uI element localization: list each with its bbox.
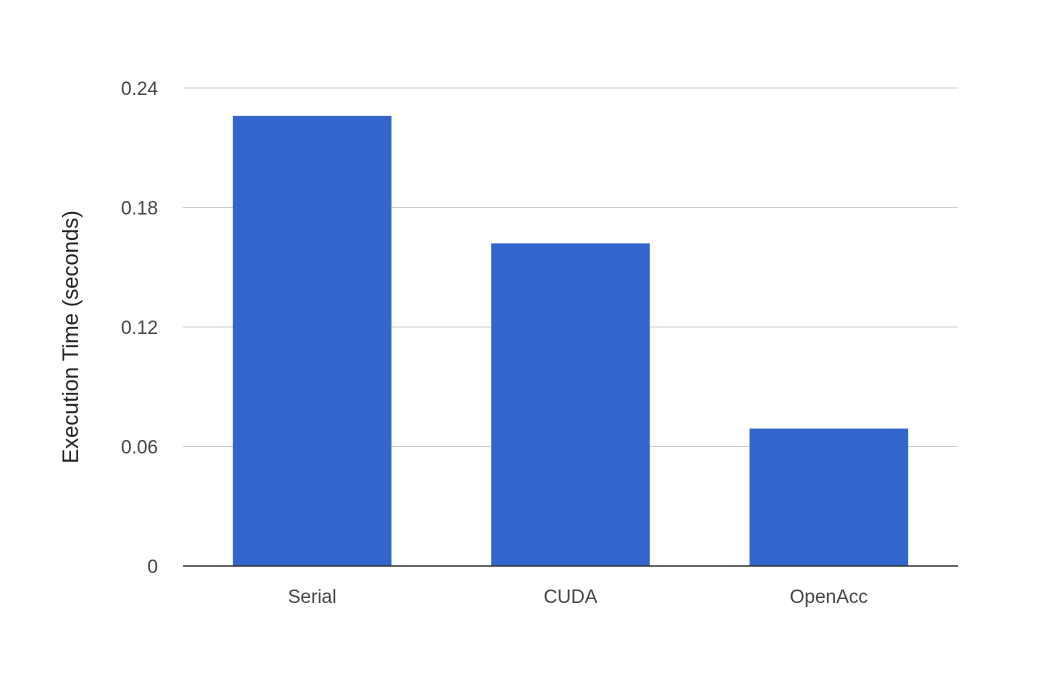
x-axis-ticks: Serial CUDA OpenAcc — [288, 587, 868, 608]
y-axis-ticks: 0 0.06 0.12 0.18 0.24 — [121, 79, 158, 578]
bar-openacc — [749, 428, 909, 566]
y-tick-label: 0 — [147, 557, 158, 578]
bars — [232, 115, 909, 566]
y-tick-label: 0.06 — [121, 438, 158, 459]
y-axis-title: Execution Time (seconds) — [58, 210, 83, 463]
bar-serial — [232, 115, 392, 566]
x-tick-label: Serial — [288, 587, 337, 608]
y-tick-label: 0.12 — [121, 318, 158, 339]
x-tick-label: CUDA — [544, 587, 598, 608]
bar-cuda — [491, 243, 650, 566]
x-tick-label: OpenAcc — [790, 587, 868, 608]
y-tick-label: 0.24 — [121, 79, 158, 100]
y-tick-label: 0.18 — [121, 199, 158, 220]
